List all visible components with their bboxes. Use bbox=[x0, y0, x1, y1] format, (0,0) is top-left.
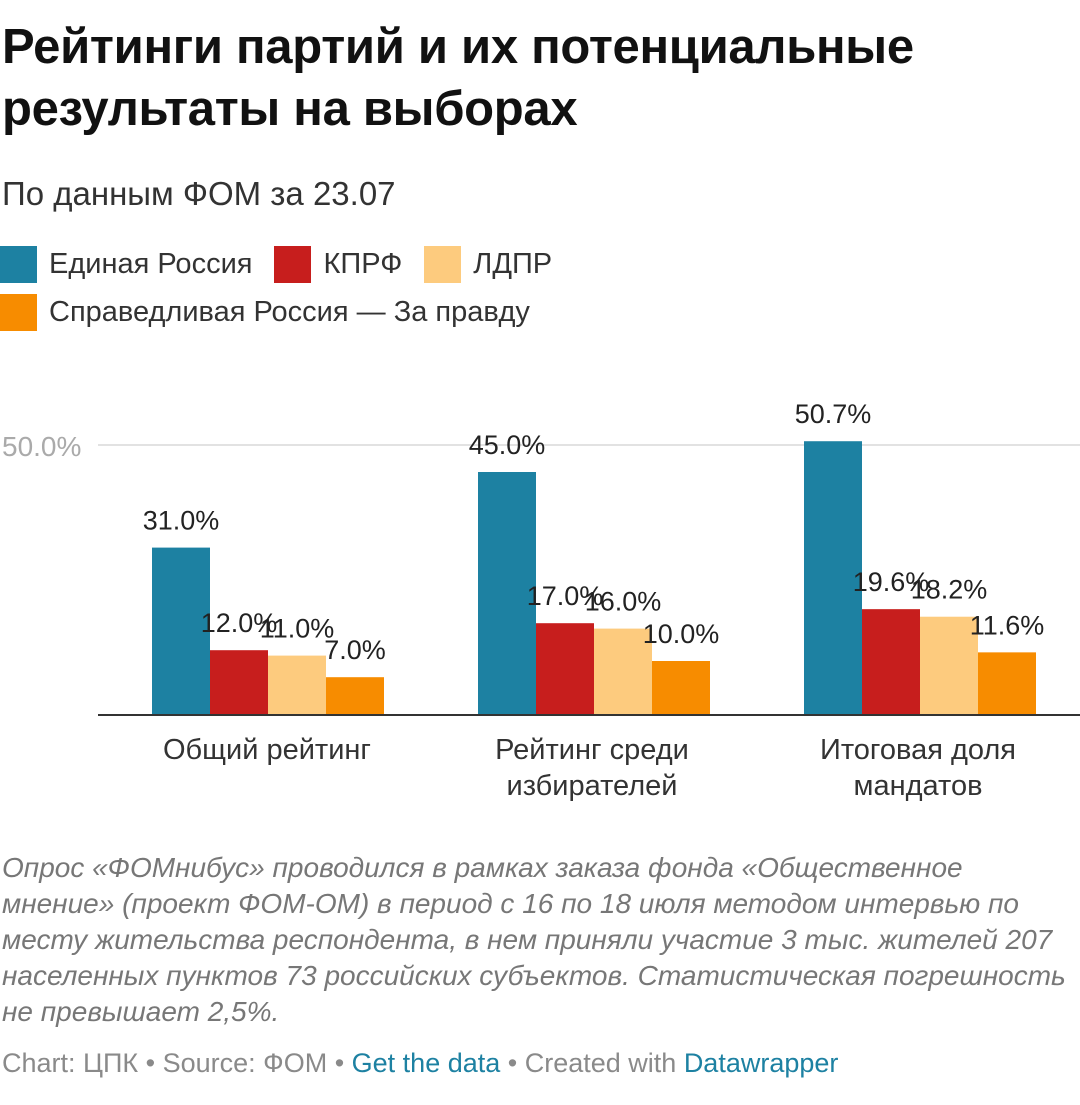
legend-item-ldpr: ЛДПР bbox=[424, 245, 553, 283]
bar-value-label: 16.0% bbox=[585, 587, 662, 617]
legend-label-united-russia: Единая Россия bbox=[49, 247, 253, 280]
bar-value-label: 50.7% bbox=[795, 399, 872, 429]
category-label: Итоговая доля bbox=[820, 734, 1016, 766]
legend-swatch-ldpr bbox=[424, 245, 462, 283]
footer-separator: • bbox=[327, 1048, 352, 1078]
bar bbox=[326, 677, 384, 715]
legend-item-united-russia: Единая Россия bbox=[0, 245, 253, 283]
chart-notes: Опрос «ФОМнибус» проводился в рамках зак… bbox=[2, 852, 1066, 1027]
chart-subtitle: По данным ФОМ за 23.07 bbox=[2, 175, 396, 212]
bar bbox=[920, 616, 978, 715]
bar bbox=[536, 623, 594, 715]
legend-label-fair-russia: Справедливая Россия — За правду bbox=[49, 295, 530, 328]
legend-swatch-fair-russia bbox=[0, 293, 37, 331]
chart-title: Рейтинги партий и их потенциальные резул… bbox=[2, 20, 914, 136]
footer-chart-credit: Chart: ЦПК bbox=[2, 1048, 139, 1078]
legend-label-kprf: КПРФ bbox=[323, 247, 403, 280]
bar-value-label: 10.0% bbox=[643, 619, 720, 649]
chart-footer: Chart: ЦПК • Source: ФОМ • Get the data … bbox=[2, 1045, 838, 1081]
legend-row-1: Единая Россия КПРФ ЛДПР bbox=[0, 244, 1070, 284]
bar bbox=[152, 547, 210, 715]
category-label: Рейтинг среди bbox=[495, 734, 689, 766]
category-label: избирателей bbox=[507, 770, 678, 802]
legend-label-ldpr: ЛДПР bbox=[473, 247, 553, 280]
bar-value-label: 17.0% bbox=[527, 581, 604, 611]
bar-value-label: 18.2% bbox=[911, 575, 988, 605]
bar bbox=[804, 441, 862, 715]
footer-created-with: Created with bbox=[524, 1048, 684, 1078]
bar bbox=[978, 652, 1036, 715]
bar bbox=[594, 628, 652, 715]
bar bbox=[862, 609, 920, 715]
footer-separator: • bbox=[500, 1048, 525, 1078]
legend-item-kprf: КПРФ bbox=[274, 245, 403, 283]
datawrapper-link[interactable]: Datawrapper bbox=[683, 1048, 839, 1078]
legend-item-fair-russia: Справедливая Россия — За правду bbox=[0, 293, 530, 331]
legend: Единая Россия КПРФ ЛДПР Справедливая Рос… bbox=[0, 244, 1070, 340]
legend-swatch-kprf bbox=[274, 245, 312, 283]
bar bbox=[210, 650, 268, 715]
get-the-data-link[interactable]: Get the data bbox=[351, 1048, 501, 1078]
bar-value-label: 31.0% bbox=[143, 506, 220, 536]
bar-value-label: 11.0% bbox=[260, 614, 335, 644]
category-label: мандатов bbox=[854, 770, 983, 802]
bar-value-label: 7.0% bbox=[324, 635, 386, 665]
bar bbox=[478, 472, 536, 715]
legend-swatch-united-russia bbox=[0, 245, 37, 283]
bar-value-label: 11.6% bbox=[970, 610, 1045, 640]
legend-row-2: Справедливая Россия — За правду bbox=[0, 292, 1070, 332]
bar-value-label: 12.0% bbox=[201, 608, 278, 638]
bar bbox=[652, 661, 710, 715]
bar-chart: 50.0%31.0%12.0%11.0%7.0%45.0%17.0%16.0%1… bbox=[2, 399, 1080, 802]
bar bbox=[268, 655, 326, 715]
category-label: Общий рейтинг bbox=[163, 734, 371, 766]
footer-separator: • bbox=[138, 1048, 163, 1078]
bar-value-label: 19.6% bbox=[853, 567, 930, 597]
footer-source: Source: ФОМ bbox=[162, 1048, 328, 1078]
y-tick-label: 50.0% bbox=[2, 431, 81, 462]
bar-value-label: 45.0% bbox=[469, 430, 546, 460]
